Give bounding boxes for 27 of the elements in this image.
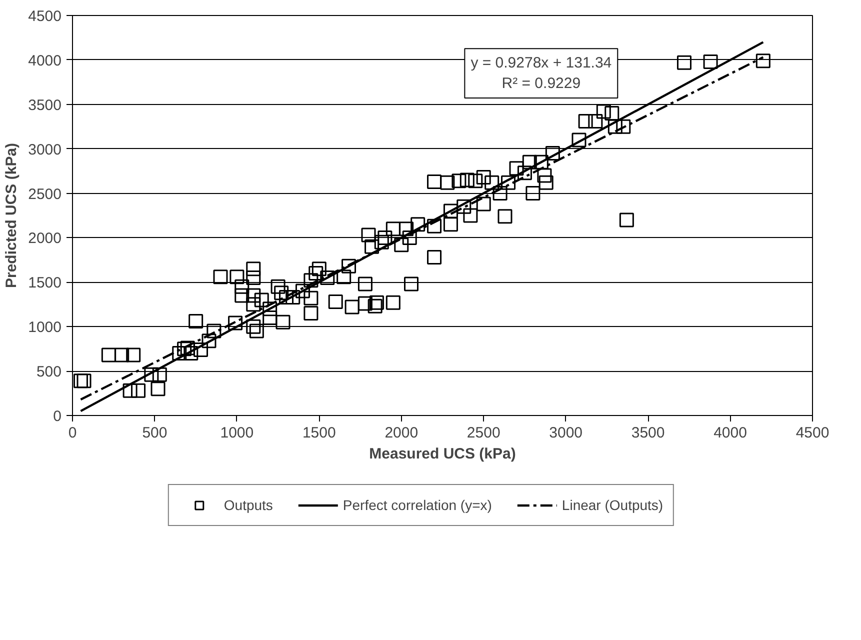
y-tick-label: 1500: [28, 274, 62, 292]
x-tick-label: 4500: [796, 424, 830, 442]
x-tick-label: 2000: [384, 424, 418, 442]
y-tick-label: 3500: [28, 96, 62, 114]
x-tick-label: 1500: [302, 424, 336, 442]
y-tick-label: 4500: [28, 8, 62, 25]
x-axis-title: Measured UCS (kPa): [369, 446, 516, 462]
x-tick-label: 3000: [549, 424, 583, 442]
x-tick-label: 0: [68, 424, 77, 442]
y-tick-label: 2500: [28, 186, 62, 203]
y-tick-label: 0: [53, 408, 62, 425]
x-tick-label: 1000: [220, 424, 254, 442]
legend-label: Outputs: [224, 497, 273, 513]
y-tick-label: 500: [36, 364, 62, 381]
legend-label: Perfect correlation (y=x): [342, 497, 492, 513]
x-tick-label: 2500: [466, 424, 500, 442]
y-axis-title: Predicted UCS (kPa): [3, 142, 20, 288]
x-tick-label: 500: [142, 424, 168, 442]
x-tick-label: 4000: [714, 424, 747, 442]
x-tick-label: 3500: [631, 424, 665, 442]
annotation: y = 0.9278x + 131.34: [470, 54, 612, 72]
y-tick-label: 4000: [28, 52, 62, 70]
annotation: R² = 0.9229: [502, 74, 581, 92]
y-tick-label: 1000: [28, 319, 62, 336]
legend-label: Linear (Outputs): [562, 497, 664, 513]
y-tick-label: 3000: [28, 141, 62, 158]
y-tick-label: 2000: [28, 230, 62, 248]
